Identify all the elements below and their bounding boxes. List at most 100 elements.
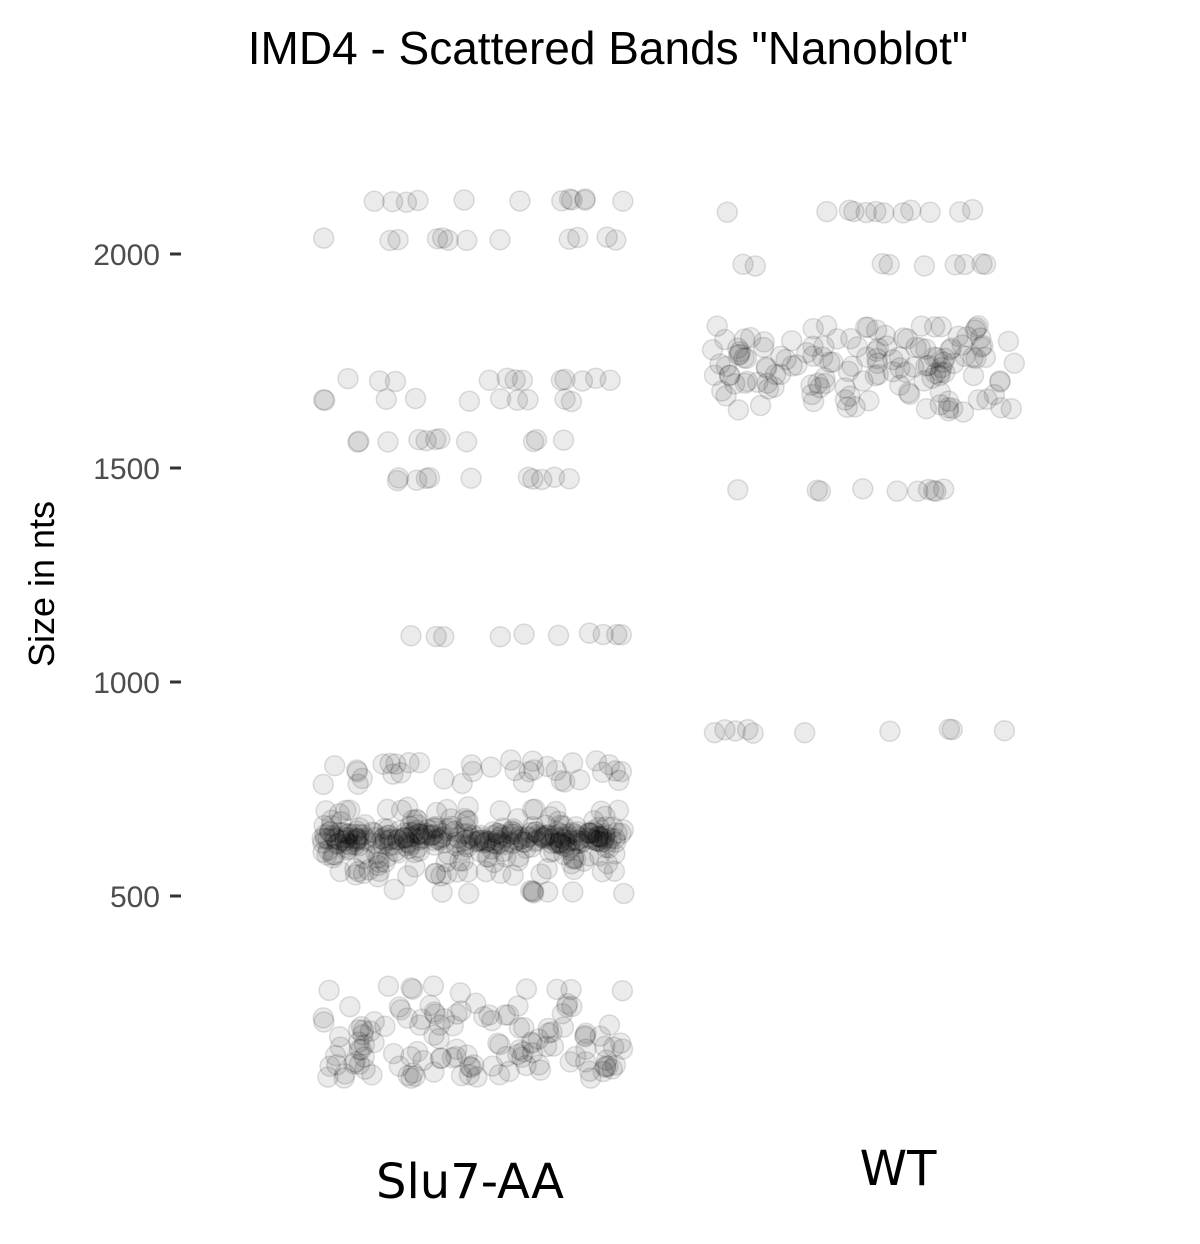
data-point bbox=[387, 467, 410, 489]
data-point bbox=[400, 625, 422, 647]
data-point bbox=[416, 818, 439, 841]
data-point bbox=[552, 1016, 575, 1038]
data-point bbox=[313, 389, 336, 412]
y-tick-label: 1000 bbox=[93, 667, 160, 700]
data-point bbox=[889, 374, 911, 396]
data-point bbox=[547, 810, 570, 833]
data-point bbox=[364, 832, 386, 855]
data-point bbox=[466, 1066, 488, 1088]
data-point bbox=[857, 316, 879, 338]
y-tick-label: 500 bbox=[110, 881, 160, 914]
data-point bbox=[525, 428, 548, 451]
data-point bbox=[530, 468, 553, 491]
data-point bbox=[390, 799, 413, 821]
data-point bbox=[585, 829, 607, 852]
data-point bbox=[544, 824, 566, 847]
data-point bbox=[607, 799, 630, 822]
data-point bbox=[585, 750, 608, 772]
data-point bbox=[374, 851, 396, 873]
data-point bbox=[611, 1038, 634, 1060]
data-point bbox=[755, 357, 778, 380]
data-point bbox=[714, 328, 736, 351]
data-point bbox=[1003, 352, 1026, 374]
data-point bbox=[436, 798, 458, 821]
data-point bbox=[458, 1063, 481, 1086]
data-point bbox=[404, 1065, 426, 1087]
data-point bbox=[565, 816, 587, 838]
data-point bbox=[437, 817, 460, 840]
data-point bbox=[320, 814, 343, 837]
data-point bbox=[865, 340, 888, 362]
data-point bbox=[333, 1067, 355, 1089]
data-point bbox=[468, 830, 490, 853]
data-point bbox=[807, 372, 829, 395]
data-point bbox=[595, 816, 617, 838]
data-point bbox=[556, 826, 578, 848]
data-point bbox=[383, 833, 406, 856]
data-point bbox=[403, 841, 426, 864]
data-point bbox=[404, 856, 426, 878]
data-point bbox=[913, 370, 935, 392]
data-point bbox=[590, 800, 613, 822]
data-point bbox=[352, 1019, 375, 1041]
data-point bbox=[469, 824, 492, 846]
data-point bbox=[468, 826, 491, 849]
data-point bbox=[483, 851, 505, 874]
data-point bbox=[515, 837, 537, 859]
data-point bbox=[332, 821, 354, 844]
data-point bbox=[442, 1014, 464, 1037]
data-point bbox=[546, 821, 569, 843]
x-category-label: WT bbox=[860, 1141, 937, 1197]
data-point bbox=[418, 466, 441, 489]
data-point bbox=[368, 370, 391, 392]
data-point bbox=[837, 360, 860, 383]
data-point bbox=[569, 832, 592, 854]
data-point bbox=[716, 201, 739, 223]
chart-title: IMD4 - Scattered Bands "Nanoblot" bbox=[248, 22, 968, 74]
data-point bbox=[930, 356, 953, 379]
data-point bbox=[312, 227, 335, 249]
data-point bbox=[591, 761, 614, 784]
data-point bbox=[942, 352, 965, 375]
data-point bbox=[388, 1055, 411, 1077]
data-point bbox=[736, 718, 759, 741]
data-point bbox=[431, 881, 453, 903]
data-point bbox=[558, 468, 581, 490]
data-point bbox=[500, 823, 522, 845]
data-point bbox=[317, 828, 339, 850]
data-point bbox=[752, 336, 775, 359]
data-point bbox=[517, 389, 539, 411]
data-point bbox=[496, 367, 518, 390]
data-point bbox=[447, 827, 469, 849]
data-point bbox=[529, 1059, 552, 1081]
data-point bbox=[467, 829, 490, 852]
data-point bbox=[489, 832, 512, 855]
data-point bbox=[507, 995, 529, 1017]
data-point bbox=[602, 816, 624, 838]
data-point bbox=[481, 838, 503, 860]
data-point bbox=[455, 809, 478, 832]
data-point bbox=[501, 821, 524, 843]
data-point bbox=[445, 835, 467, 857]
data-point bbox=[553, 828, 576, 851]
data-point bbox=[806, 479, 829, 501]
data-point bbox=[430, 865, 452, 887]
data-point bbox=[456, 1044, 478, 1066]
data-point bbox=[508, 825, 531, 848]
data-point bbox=[866, 352, 889, 375]
data-point bbox=[319, 821, 341, 843]
data-point bbox=[335, 839, 357, 861]
data-point bbox=[834, 389, 857, 411]
data-point bbox=[374, 1015, 396, 1038]
data-point bbox=[397, 1064, 419, 1087]
data-point bbox=[519, 822, 542, 844]
data-point bbox=[579, 1067, 602, 1089]
data-point bbox=[550, 834, 573, 856]
data-point bbox=[406, 1040, 429, 1063]
data-point bbox=[839, 385, 861, 407]
data-point bbox=[408, 751, 431, 774]
data-point bbox=[826, 328, 848, 350]
data-point bbox=[934, 347, 956, 369]
data-point bbox=[425, 817, 448, 840]
data-point bbox=[896, 328, 918, 350]
